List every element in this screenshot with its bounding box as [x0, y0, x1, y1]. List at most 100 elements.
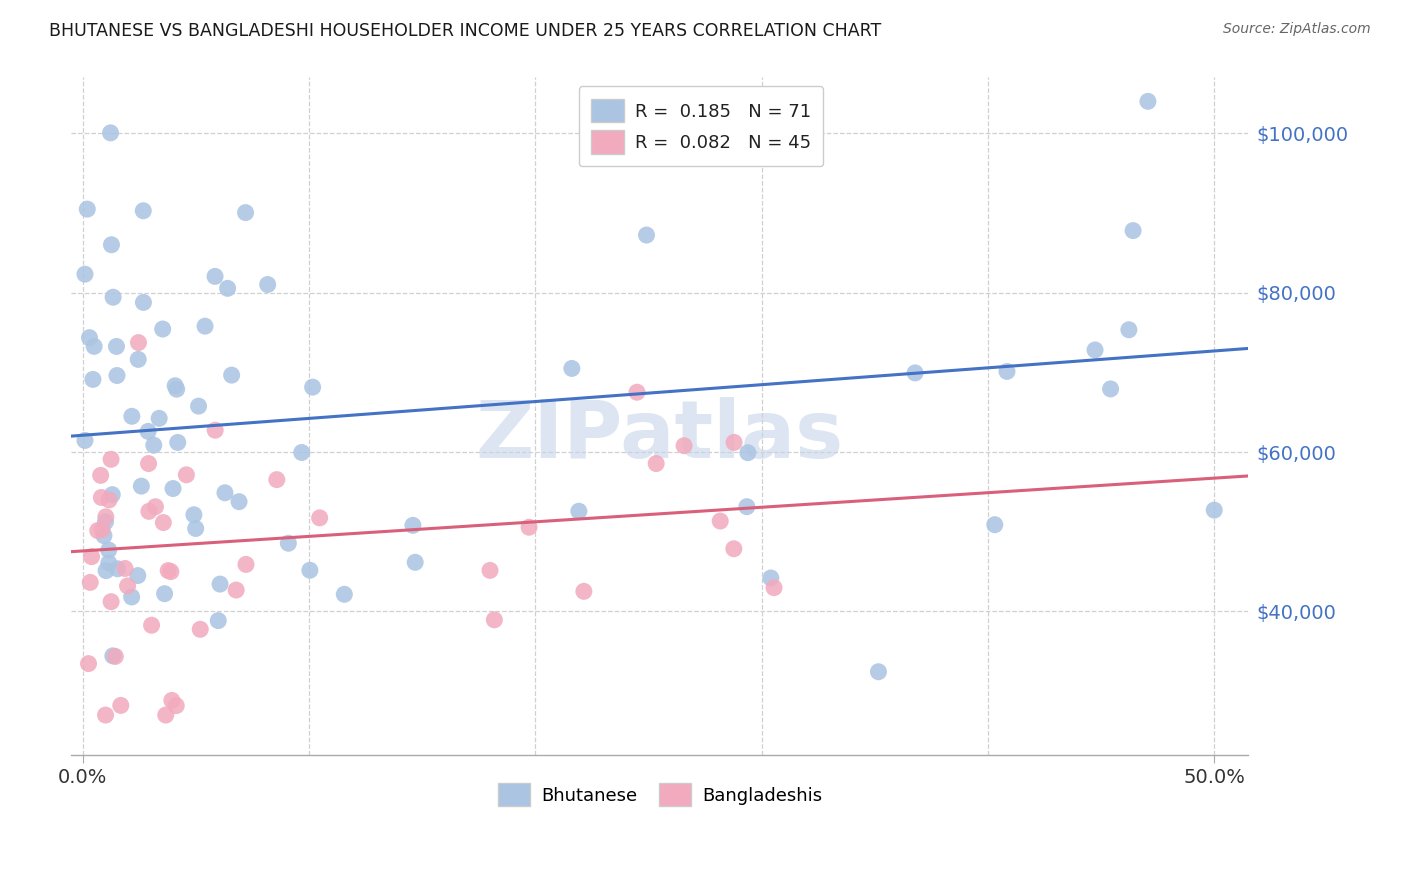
Point — [100, 126, 122, 140]
Point — [995, 364, 1018, 378]
Point — [298, 563, 321, 577]
Point — [97, 543, 120, 558]
Point — [277, 536, 299, 550]
Point — [152, 322, 174, 336]
Point — [153, 587, 176, 601]
Point — [1204, 503, 1226, 517]
Point — [402, 518, 425, 533]
Point — [291, 445, 314, 459]
Point — [90, 468, 112, 483]
Point — [484, 613, 506, 627]
Point — [1099, 382, 1122, 396]
Point — [308, 511, 330, 525]
Point — [636, 227, 658, 242]
Point — [94, 564, 117, 578]
Point — [145, 500, 167, 514]
Point — [77, 657, 100, 671]
Point — [184, 521, 207, 535]
Point — [155, 708, 177, 723]
Point — [626, 385, 648, 400]
Point — [735, 500, 758, 514]
Point — [160, 693, 183, 707]
Point — [117, 579, 139, 593]
Point — [101, 488, 124, 502]
Point — [207, 614, 229, 628]
Point — [138, 504, 160, 518]
Point — [132, 295, 155, 310]
Point — [645, 457, 668, 471]
Point — [301, 380, 323, 394]
Point — [97, 556, 120, 570]
Point — [225, 582, 247, 597]
Point — [160, 565, 183, 579]
Point — [759, 571, 782, 585]
Point — [1136, 95, 1159, 109]
Point — [110, 698, 132, 713]
Point — [100, 452, 122, 467]
Point — [208, 577, 231, 591]
Point — [162, 482, 184, 496]
Point — [114, 561, 136, 575]
Point — [132, 203, 155, 218]
Point — [82, 372, 104, 386]
Point — [183, 508, 205, 522]
Point — [221, 368, 243, 383]
Point — [165, 378, 187, 392]
Point — [94, 515, 117, 529]
Point — [709, 514, 731, 528]
Point — [673, 439, 696, 453]
Point — [256, 277, 278, 292]
Text: ZIPatlas: ZIPatlas — [475, 398, 844, 475]
Point — [94, 708, 117, 723]
Point — [142, 438, 165, 452]
Point — [763, 581, 786, 595]
Point — [73, 434, 96, 448]
Point — [86, 524, 108, 538]
Point — [333, 587, 356, 601]
Point — [479, 563, 502, 577]
Point — [141, 618, 163, 632]
Point — [100, 595, 122, 609]
Point — [517, 520, 540, 534]
Point — [91, 523, 114, 537]
Point — [204, 269, 226, 284]
Point — [737, 446, 759, 460]
Point — [131, 479, 153, 493]
Point — [166, 382, 188, 396]
Point — [165, 698, 187, 713]
Point — [101, 290, 124, 304]
Point — [1118, 323, 1140, 337]
Point — [235, 205, 257, 219]
Point — [121, 590, 143, 604]
Point — [107, 562, 129, 576]
Point — [127, 568, 149, 582]
Text: BHUTANESE VS BANGLADESHI HOUSEHOLDER INCOME UNDER 25 YEARS CORRELATION CHART: BHUTANESE VS BANGLADESHI HOUSEHOLDER INC… — [49, 22, 882, 40]
Point — [100, 237, 122, 252]
Point — [90, 491, 112, 505]
Point — [94, 509, 117, 524]
Point — [148, 411, 170, 425]
Point — [561, 361, 583, 376]
Point — [235, 558, 257, 572]
Point — [80, 549, 103, 564]
Point — [166, 435, 188, 450]
Point — [79, 575, 101, 590]
Text: Source: ZipAtlas.com: Source: ZipAtlas.com — [1223, 22, 1371, 37]
Point — [73, 267, 96, 281]
Legend: Bhutanese, Bangladeshis: Bhutanese, Bangladeshis — [491, 776, 830, 814]
Point — [1122, 224, 1144, 238]
Point — [176, 467, 198, 482]
Point — [105, 339, 128, 353]
Point — [121, 409, 143, 424]
Point — [127, 352, 149, 367]
Point — [868, 665, 890, 679]
Point — [723, 541, 745, 556]
Point — [404, 555, 426, 569]
Point — [76, 202, 98, 216]
Point — [136, 425, 159, 439]
Point — [188, 623, 211, 637]
Point — [204, 423, 226, 437]
Point — [194, 319, 217, 334]
Point — [904, 366, 927, 380]
Point — [266, 473, 288, 487]
